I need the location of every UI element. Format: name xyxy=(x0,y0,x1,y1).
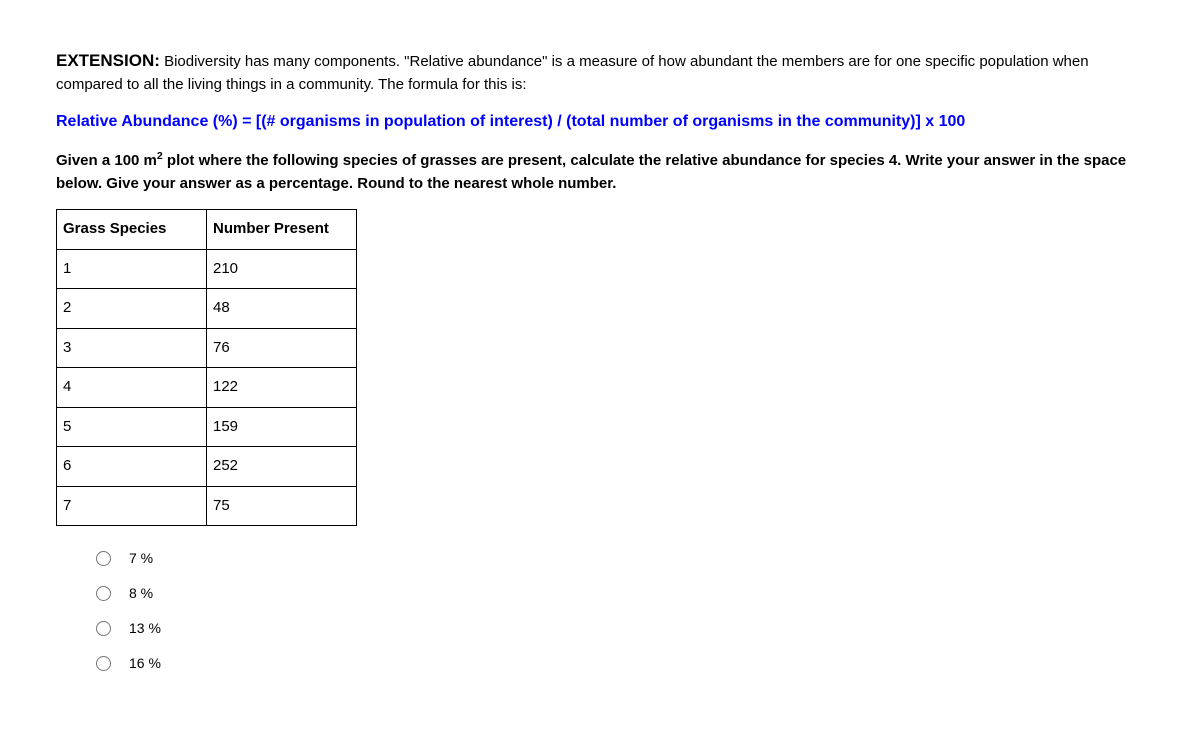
formula-text: Relative Abundance (%) = [(# organisms i… xyxy=(56,110,1144,134)
table-row: 5 159 xyxy=(57,407,357,447)
cell-number: 210 xyxy=(207,249,357,289)
cell-species: 4 xyxy=(57,368,207,408)
species-table: Grass Species Number Present 1 210 2 48 … xyxy=(56,209,357,526)
extension-label: EXTENSION: xyxy=(56,51,160,70)
radio-option-1[interactable] xyxy=(96,551,111,566)
option-label: 13 % xyxy=(129,618,161,639)
header-number: Number Present xyxy=(207,210,357,250)
cell-number: 122 xyxy=(207,368,357,408)
radio-option-3[interactable] xyxy=(96,621,111,636)
option-label: 7 % xyxy=(129,548,153,569)
option-4[interactable]: 16 % xyxy=(96,653,1144,674)
radio-option-2[interactable] xyxy=(96,586,111,601)
cell-species: 3 xyxy=(57,328,207,368)
cell-number: 159 xyxy=(207,407,357,447)
cell-species: 6 xyxy=(57,447,207,487)
table-row: 1 210 xyxy=(57,249,357,289)
table-row: 4 122 xyxy=(57,368,357,408)
cell-species: 1 xyxy=(57,249,207,289)
instructions-suffix: plot where the following species of gras… xyxy=(56,152,1126,192)
option-1[interactable]: 7 % xyxy=(96,548,1144,569)
option-label: 16 % xyxy=(129,653,161,674)
table-row: 3 76 xyxy=(57,328,357,368)
radio-option-4[interactable] xyxy=(96,656,111,671)
cell-number: 75 xyxy=(207,486,357,526)
cell-species: 5 xyxy=(57,407,207,447)
option-2[interactable]: 8 % xyxy=(96,583,1144,604)
options-group: 7 % 8 % 13 % 16 % xyxy=(56,548,1144,674)
intro-text: Biodiversity has many components. "Relat… xyxy=(56,53,1089,93)
option-label: 8 % xyxy=(129,583,153,604)
table-row: 7 75 xyxy=(57,486,357,526)
cell-species: 2 xyxy=(57,289,207,329)
option-3[interactable]: 13 % xyxy=(96,618,1144,639)
instructions-prefix: Given a 100 m xyxy=(56,152,157,169)
header-species: Grass Species xyxy=(57,210,207,250)
intro-paragraph: EXTENSION: Biodiversity has many compone… xyxy=(56,48,1144,96)
table-row: 2 48 xyxy=(57,289,357,329)
instructions-text: Given a 100 m2 plot where the following … xyxy=(56,150,1144,195)
cell-species: 7 xyxy=(57,486,207,526)
cell-number: 48 xyxy=(207,289,357,329)
table-row: 6 252 xyxy=(57,447,357,487)
cell-number: 252 xyxy=(207,447,357,487)
table-header-row: Grass Species Number Present xyxy=(57,210,357,250)
cell-number: 76 xyxy=(207,328,357,368)
